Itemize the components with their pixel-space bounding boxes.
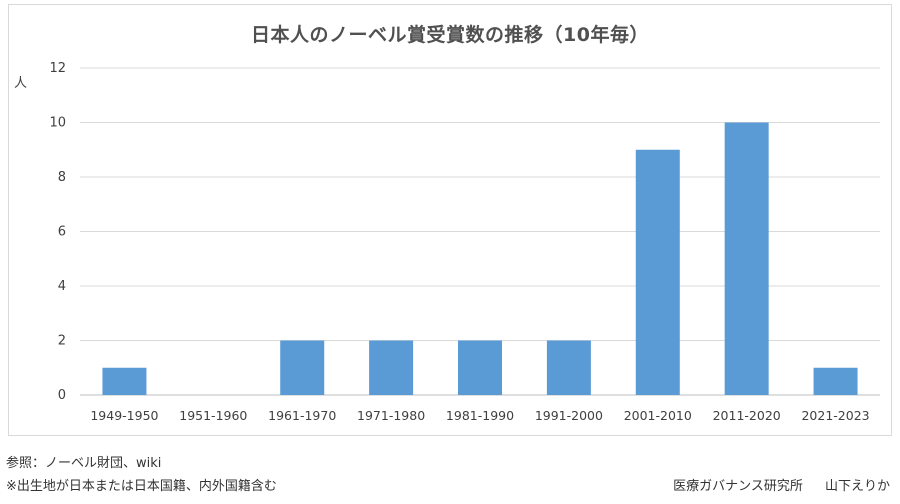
bar xyxy=(813,367,858,395)
y-tick-label: 12 xyxy=(49,61,66,76)
x-tick-label: 2001-2010 xyxy=(624,408,692,423)
y-tick-label: 4 xyxy=(58,279,66,294)
x-tick-label: 1981-1990 xyxy=(446,408,514,423)
y-tick-label: 0 xyxy=(58,388,66,403)
source-note: 参照：ノーベル財団、wiki xyxy=(6,456,162,471)
birth-note: ※出生地が日本または日本国籍、内外国籍含む xyxy=(6,479,277,494)
bar xyxy=(369,340,414,395)
x-tick-label: 1951-1960 xyxy=(179,408,247,423)
bar xyxy=(102,367,147,395)
x-tick-label: 1991-2000 xyxy=(535,408,603,423)
x-tick-label: 1971-1980 xyxy=(357,408,425,423)
bar xyxy=(724,122,769,395)
x-tick-label: 2011-2020 xyxy=(713,408,781,423)
credit: 医療ガバナンス研究所 山下えりか xyxy=(673,475,890,494)
x-axis-ticks: 1949-1950 1951-1960 1961-1970 1971-1980 1981… xyxy=(90,408,869,423)
bar xyxy=(458,340,502,395)
bar xyxy=(635,149,680,395)
bars xyxy=(102,122,858,395)
chart-title: 日本人のノーベル賞受賞数の推移（10年毎） xyxy=(251,24,649,46)
bar xyxy=(546,340,591,395)
y-tick-label: 8 xyxy=(58,170,66,185)
y-tick-label: 6 xyxy=(58,225,66,240)
x-tick-label: 1949-1950 xyxy=(90,408,158,423)
credit-organization: 医療ガバナンス研究所 xyxy=(673,479,803,494)
x-tick-label: 2021-2023 xyxy=(801,408,869,423)
y-tick-label: 2 xyxy=(58,334,66,349)
credit-author: 山下えりか xyxy=(824,479,890,494)
y-axis-ticks: 0 2 4 6 8 10 12 xyxy=(49,61,66,403)
y-axis-unit-label: 人 xyxy=(14,76,28,91)
bar xyxy=(280,340,325,395)
x-tick-label: 1961-1970 xyxy=(268,408,336,423)
y-tick-label: 10 xyxy=(49,116,66,131)
